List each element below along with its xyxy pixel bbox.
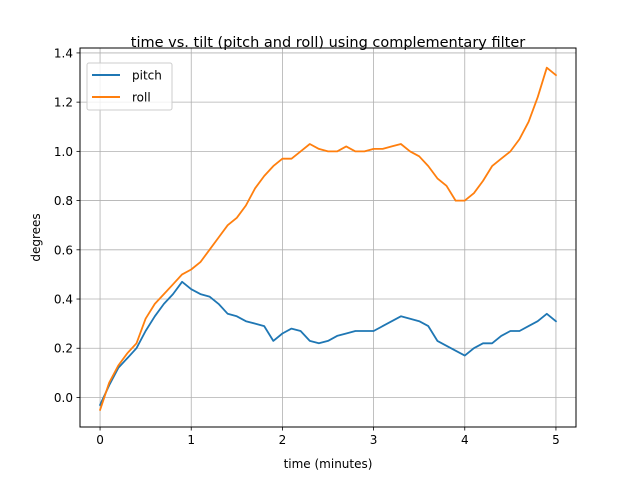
series-group — [98, 66, 558, 411]
y-tick-label: 0.4 — [54, 293, 73, 307]
y-tick-label: 1.4 — [54, 46, 73, 60]
x-tick-label: 0 — [96, 433, 104, 447]
series-line-pitch — [98, 280, 558, 407]
axis-ticks: 0 1 2 3 4 5 0.0 0.2 0.4 0.6 0.8 1.0 1.2 1.4 — [54, 46, 560, 447]
x-tick-label: 3 — [370, 433, 378, 447]
legend-label-roll: roll — [132, 91, 151, 105]
plot-frame — [79, 47, 577, 428]
x-axis-label: time (minutes) — [284, 457, 373, 471]
x-tick-label: 2 — [279, 433, 287, 447]
y-tick-label: 0.8 — [54, 194, 73, 208]
y-tick-label: 1.0 — [54, 145, 73, 159]
x-tick-label: 1 — [187, 433, 195, 447]
y-tick-label: 1.2 — [54, 96, 73, 110]
x-tick-label: 5 — [552, 433, 560, 447]
y-tick-label: 0.6 — [54, 243, 73, 257]
y-tick-label: 0.0 — [54, 391, 73, 405]
chart-title: time vs. tilt (pitch and roll) using com… — [131, 35, 525, 51]
y-tick-label: 0.2 — [54, 342, 73, 356]
grid — [80, 48, 576, 427]
x-tick-label: 4 — [461, 433, 469, 447]
y-axis-label: degrees — [29, 213, 43, 261]
legend-label-pitch: pitch — [132, 69, 162, 83]
legend: pitch roll — [86, 62, 173, 111]
series-line-roll — [98, 66, 558, 411]
